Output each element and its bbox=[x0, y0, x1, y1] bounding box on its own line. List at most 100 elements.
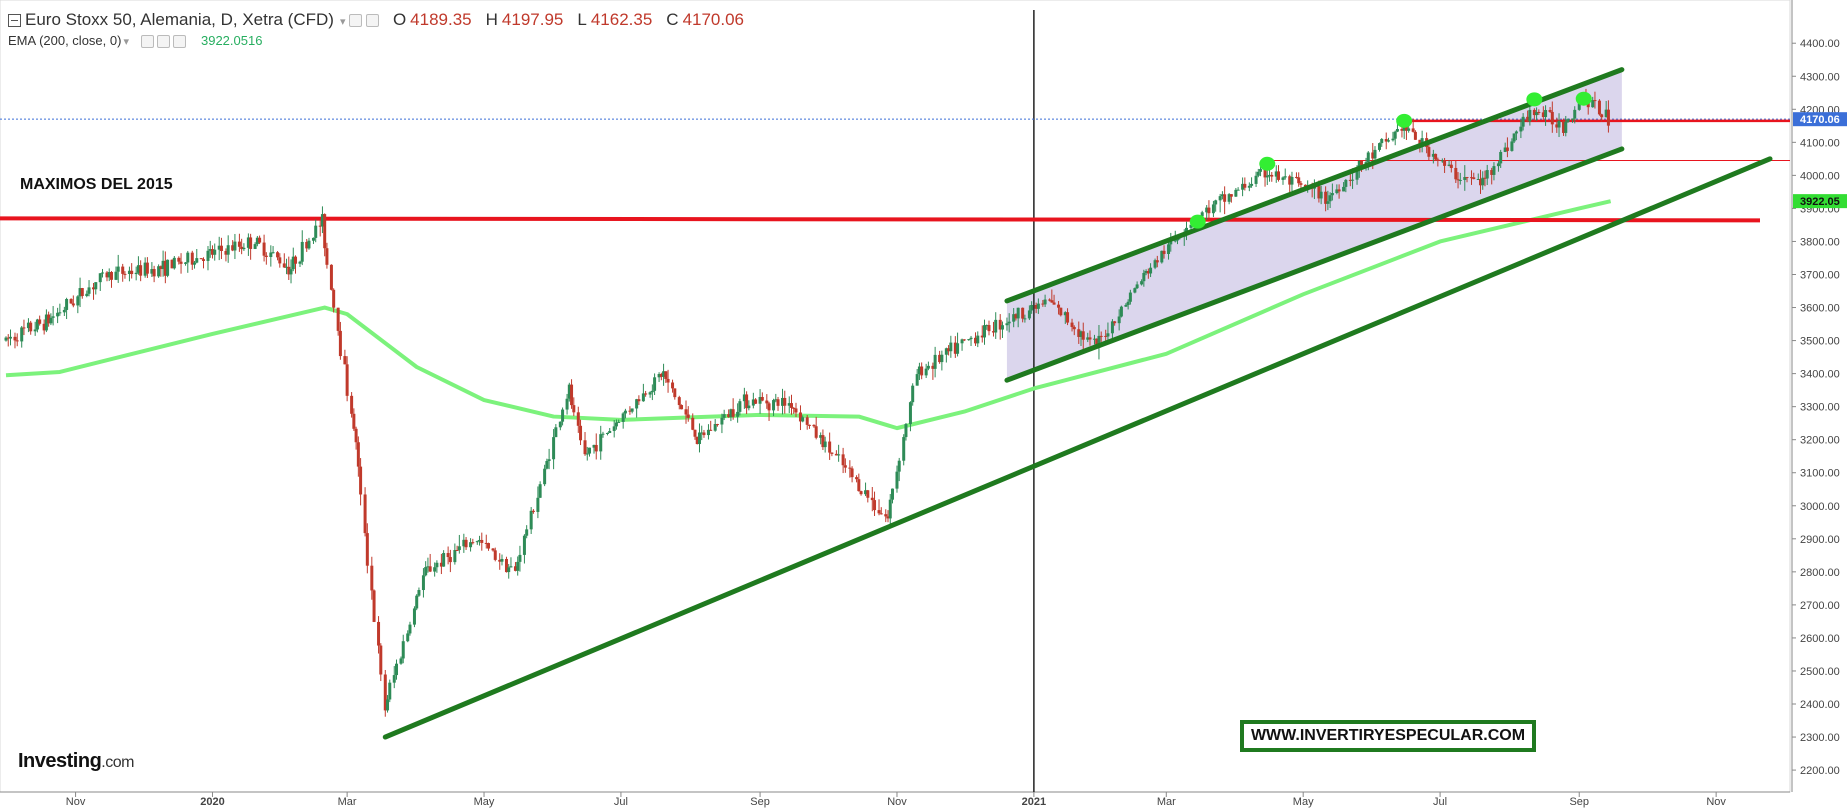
symbol-title[interactable]: Euro Stoxx 50, Alemania, D, Xetra (CFD) bbox=[25, 10, 334, 29]
candle-body bbox=[1481, 177, 1485, 186]
indicator-close-icon[interactable] bbox=[172, 35, 186, 49]
candle-body bbox=[179, 261, 183, 264]
candle-body bbox=[1277, 171, 1281, 180]
candle-body bbox=[219, 245, 223, 251]
candle-body bbox=[751, 399, 755, 406]
candle-body bbox=[525, 529, 529, 536]
candle-body bbox=[338, 330, 342, 357]
candle-body bbox=[621, 413, 625, 422]
candle-body bbox=[1079, 331, 1083, 337]
candle-body bbox=[1259, 169, 1263, 172]
candle-body bbox=[26, 322, 30, 329]
candle-body bbox=[576, 412, 580, 426]
candle-body bbox=[931, 365, 935, 369]
indicator-label[interactable]: EMA (200, close, 0) bbox=[8, 33, 122, 48]
candle-body bbox=[693, 429, 697, 437]
candle-body bbox=[767, 403, 771, 411]
candle-body bbox=[1562, 120, 1566, 133]
resistance-2015-line bbox=[0, 216, 1761, 223]
candle-body bbox=[644, 393, 648, 395]
candle-body bbox=[983, 325, 987, 338]
candle-body bbox=[695, 436, 699, 445]
candle-body bbox=[130, 270, 134, 275]
candle-body bbox=[873, 500, 877, 511]
candle-body bbox=[152, 269, 156, 277]
eye-icon[interactable] bbox=[349, 14, 363, 28]
candle-body bbox=[80, 288, 84, 297]
candle-body bbox=[1274, 171, 1278, 177]
candle-body bbox=[787, 403, 791, 406]
candle-body bbox=[709, 429, 713, 431]
candle-body bbox=[1283, 176, 1287, 178]
candle-body bbox=[558, 421, 562, 428]
candle-body bbox=[1606, 109, 1610, 126]
candle-body bbox=[139, 265, 143, 276]
candle-body bbox=[1066, 312, 1070, 323]
y-tick-label: 3300.00 bbox=[1800, 402, 1840, 414]
candle-body bbox=[870, 497, 874, 501]
candle-body bbox=[1146, 270, 1150, 274]
y-tick-label: 2800.00 bbox=[1800, 567, 1840, 579]
candle-body bbox=[294, 256, 298, 264]
candle-body bbox=[123, 273, 127, 275]
candle-body bbox=[415, 595, 419, 609]
x-tick-label: Jul bbox=[614, 796, 628, 808]
candle-body bbox=[240, 246, 244, 250]
candle-body bbox=[1110, 321, 1114, 334]
candle-body bbox=[1499, 151, 1503, 164]
candle-body bbox=[1254, 175, 1258, 184]
candle-body bbox=[289, 269, 293, 275]
candle-body bbox=[455, 550, 459, 552]
candle-body bbox=[920, 366, 924, 376]
candle-body bbox=[480, 539, 484, 543]
candle-body bbox=[262, 242, 266, 256]
candle-body bbox=[531, 510, 535, 512]
candle-body bbox=[1077, 329, 1081, 337]
candle-body bbox=[1250, 183, 1254, 186]
brand-name: Investing bbox=[18, 750, 102, 772]
candle-body bbox=[1142, 272, 1146, 282]
candle-body bbox=[653, 377, 657, 391]
candle-body bbox=[484, 542, 488, 544]
candle-body bbox=[1324, 191, 1328, 204]
candle-body bbox=[1288, 176, 1292, 185]
gear-icon[interactable] bbox=[366, 14, 380, 28]
brand-suffix: .com bbox=[101, 754, 134, 771]
candle-body bbox=[814, 426, 818, 438]
x-tick-label: Nov bbox=[66, 796, 86, 808]
swing-high-marker bbox=[1575, 91, 1592, 106]
candle-body bbox=[208, 249, 212, 251]
y-tick-label: 3700.00 bbox=[1800, 269, 1840, 281]
candle-body bbox=[545, 460, 549, 469]
candle-body bbox=[623, 410, 627, 414]
candle-body bbox=[1144, 270, 1148, 273]
candle-body bbox=[657, 374, 661, 378]
candle-body bbox=[105, 272, 109, 278]
chevron-down-icon[interactable]: ▾ bbox=[339, 16, 346, 28]
collapse-icon[interactable] bbox=[8, 14, 21, 28]
candle-body bbox=[116, 266, 120, 272]
candle-body bbox=[1229, 194, 1233, 197]
candle-body bbox=[127, 270, 131, 274]
candle-body bbox=[62, 309, 66, 313]
candle-body bbox=[837, 454, 841, 456]
candle-body bbox=[15, 340, 19, 342]
candle-body bbox=[1400, 128, 1404, 131]
candle-body bbox=[1447, 164, 1451, 166]
candle-body bbox=[1050, 300, 1054, 303]
indicator-chevron-icon[interactable]: ▾ bbox=[123, 36, 129, 48]
candle-body bbox=[1355, 170, 1359, 180]
candle-body bbox=[1256, 171, 1260, 176]
x-tick-label: May bbox=[474, 796, 495, 808]
indicator-gear-icon[interactable] bbox=[156, 35, 170, 49]
candle-body bbox=[834, 453, 838, 456]
y-tick-label: 4400.00 bbox=[1800, 38, 1840, 50]
candle-body bbox=[20, 327, 24, 342]
candle-body bbox=[471, 542, 475, 544]
candle-body bbox=[1043, 299, 1047, 305]
candle-body bbox=[877, 510, 881, 514]
candle-body bbox=[1189, 224, 1193, 228]
candle-body bbox=[6, 337, 10, 339]
indicator-eye-icon[interactable] bbox=[140, 35, 154, 49]
